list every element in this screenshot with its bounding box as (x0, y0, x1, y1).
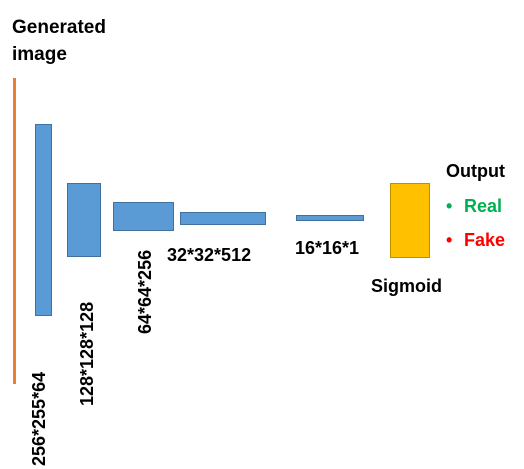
bullet-icon: • (446, 230, 453, 250)
layer-label-4: 32*32*512 (167, 245, 252, 265)
layer-block-1 (35, 124, 52, 316)
layer-block-2 (67, 183, 101, 257)
output-option-label: Fake (464, 230, 506, 250)
layer-block-5 (296, 215, 364, 221)
layer-label-1: 256*255*64 (29, 371, 49, 466)
layer-label-5: 16*16*1 (295, 238, 360, 258)
title-line-1: Generated (12, 17, 106, 38)
output-title: Output (446, 161, 505, 181)
output-option-label: Real (464, 196, 503, 216)
layer-block-3 (113, 202, 174, 231)
title-line-2: image (12, 44, 67, 65)
sigmoid-label: Sigmoid (371, 276, 442, 296)
sigmoid-block (390, 183, 430, 258)
output-option-fake: • Fake (446, 230, 505, 250)
layer-block-4 (180, 212, 266, 225)
output-option-real: • Real (446, 196, 502, 216)
layer-label-2: 128*128*128 (77, 301, 97, 406)
bullet-icon: • (446, 196, 453, 216)
generated-image-bar (13, 78, 16, 384)
generated-image-title: Generated image (12, 14, 106, 68)
layer-label-3: 64*64*256 (135, 249, 155, 334)
